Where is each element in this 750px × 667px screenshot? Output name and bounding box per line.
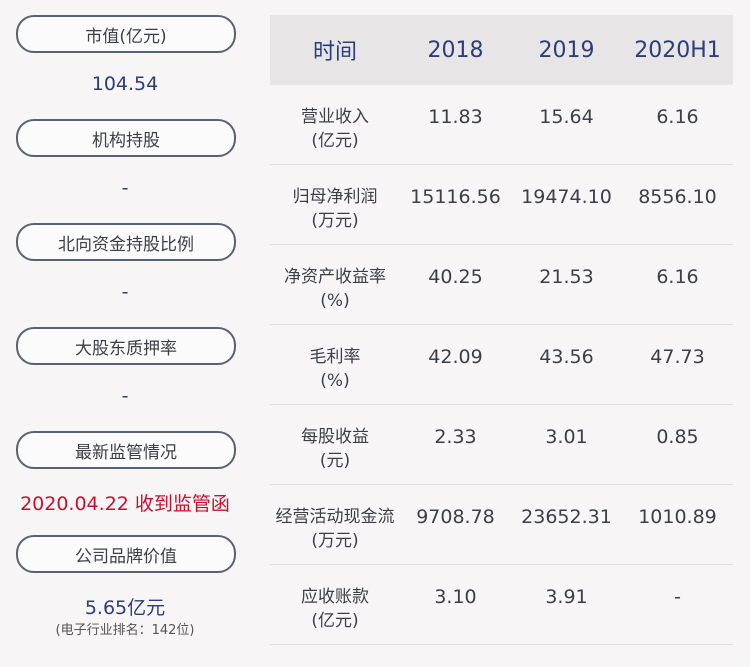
regulation-label: 最新监管情况 bbox=[16, 431, 236, 469]
table-row: 毛利率 (%) 42.09 43.56 47.73 bbox=[270, 325, 733, 405]
table-cell: 40.25 bbox=[428, 266, 483, 288]
header-time: 时间 bbox=[312, 40, 357, 65]
institution-holding-label: 机构持股 bbox=[16, 119, 236, 157]
table-cell: 3.01 bbox=[545, 426, 588, 448]
row-label: 营业收入 (亿元) bbox=[301, 107, 369, 151]
table-cell: 43.56 bbox=[539, 346, 594, 368]
header-2019: 2019 bbox=[538, 37, 595, 63]
row-label: 应收账款 (亿元) bbox=[301, 587, 369, 631]
table-row: 经营活动现金流 (万元) 9708.78 23652.31 1010.89 bbox=[270, 485, 733, 565]
table-cell: 0.85 bbox=[656, 426, 699, 448]
table-cell: 8556.10 bbox=[638, 186, 717, 208]
table-cell: 2.33 bbox=[434, 426, 477, 448]
north-capital-label: 北向资金持股比例 bbox=[16, 223, 236, 261]
row-label: 每股收益 (元) bbox=[301, 427, 369, 471]
header-2020h1: 2020H1 bbox=[634, 37, 721, 63]
company-summary-panel: 市值(亿元) 104.54 机构持股 - 北向资金持股比例 - 大股东质押率 -… bbox=[0, 0, 250, 667]
pledge-ratio-label: 大股东质押率 bbox=[16, 327, 236, 365]
table-cell: 47.73 bbox=[650, 346, 705, 368]
table-row: 净资产收益率 (%) 40.25 21.53 6.16 bbox=[270, 245, 733, 325]
brand-value: 5.65亿元 bbox=[84, 597, 166, 619]
market-cap-label: 市值(亿元) bbox=[16, 15, 236, 53]
table-cell: 15116.56 bbox=[410, 186, 501, 208]
table-cell: 42.09 bbox=[428, 346, 483, 368]
table-cell: 6.16 bbox=[656, 106, 699, 128]
row-label: 经营活动现金流 (万元) bbox=[275, 507, 395, 551]
pledge-ratio-value: - bbox=[121, 385, 129, 407]
brand-rank-note: (电子行业排名：142位) bbox=[55, 623, 195, 638]
table-row: 归母净利润 (万元) 15116.56 19474.10 8556.10 bbox=[270, 165, 733, 245]
table-cell: 11.83 bbox=[428, 106, 483, 128]
row-label: 归母净利润 (万元) bbox=[292, 187, 378, 231]
table-cell: 9708.78 bbox=[416, 506, 495, 528]
table-cell: 3.91 bbox=[545, 586, 588, 608]
table-header: 时间 2018 2019 2020H1 bbox=[270, 15, 733, 85]
north-capital-value: - bbox=[121, 281, 129, 303]
table-cell: 6.16 bbox=[656, 266, 699, 288]
header-2018: 2018 bbox=[427, 37, 484, 63]
financial-table: 时间 2018 2019 2020H1 营业收入 (亿元) 11.83 15.64… bbox=[270, 15, 733, 645]
row-label: 净资产收益率 (%) bbox=[284, 267, 386, 311]
table-cell: 19474.10 bbox=[521, 186, 612, 208]
table-cell: 3.10 bbox=[434, 586, 477, 608]
table-cell: 21.53 bbox=[539, 266, 594, 288]
market-cap-value: 104.54 bbox=[91, 73, 159, 95]
table-row: 营业收入 (亿元) 11.83 15.64 6.16 bbox=[270, 85, 733, 165]
table-cell: 15.64 bbox=[539, 106, 594, 128]
table-row: 每股收益 (元) 2.33 3.01 0.85 bbox=[270, 405, 733, 485]
brand-value-label: 公司品牌价值 bbox=[16, 535, 236, 573]
table-cell: - bbox=[674, 586, 681, 608]
table-cell: 1010.89 bbox=[638, 506, 717, 528]
table-cell: 23652.31 bbox=[521, 506, 612, 528]
table-row: 应收账款 (亿元) 3.10 3.91 - bbox=[270, 565, 733, 645]
regulation-value: 2020.04.22 收到监管函 bbox=[20, 493, 230, 515]
institution-holding-value: - bbox=[121, 177, 129, 199]
row-label: 毛利率 (%) bbox=[309, 347, 361, 391]
